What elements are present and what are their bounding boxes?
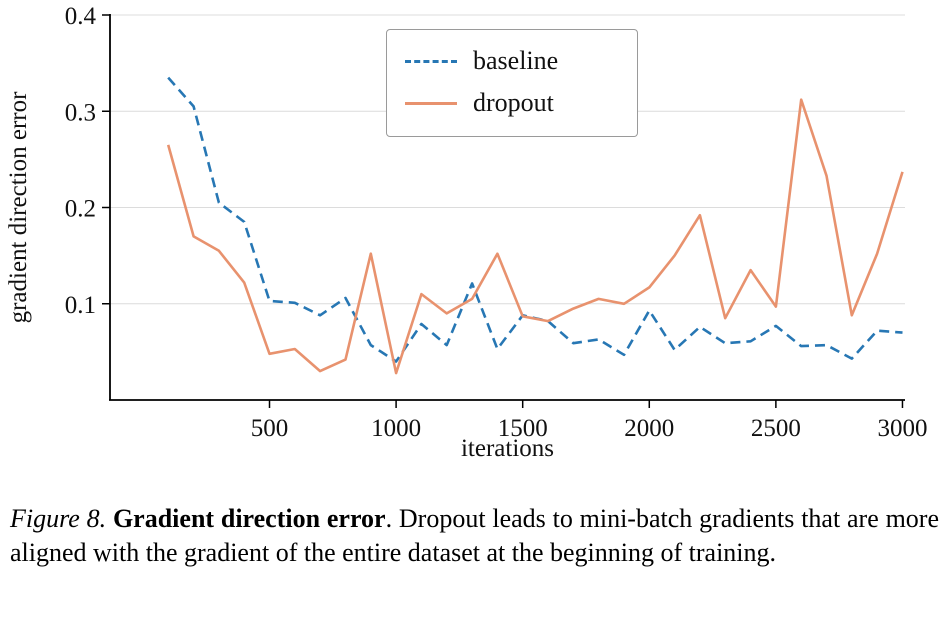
x-tick-label: 1000 bbox=[371, 415, 421, 442]
x-tick-label: 2500 bbox=[751, 415, 801, 442]
legend-item-baseline: baseline bbox=[405, 40, 623, 82]
x-tick-label: 2000 bbox=[624, 415, 674, 442]
x-axis-label: iterations bbox=[461, 435, 554, 462]
legend-label-baseline: baseline bbox=[473, 46, 559, 75]
figure-caption: Figure 8. Gradient direction error. Drop… bbox=[10, 502, 939, 571]
legend-item-dropout: dropout bbox=[405, 82, 623, 124]
figure-caption-label: Figure 8. bbox=[10, 504, 107, 533]
legend-swatch-dropout bbox=[405, 101, 457, 105]
chart-legend: baseline dropout bbox=[386, 29, 638, 137]
y-axis-label: gradient direction error bbox=[5, 91, 32, 324]
line-chart: 0.1 0.2 0.3 0.4 500 1000 1500 2000 2500 3000 itera… bbox=[5, 3, 927, 462]
chart-area: 0.1 0.2 0.3 0.4 500 1000 1500 2000 2500 3000 itera… bbox=[5, 3, 927, 462]
x-tick-label: 500 bbox=[251, 415, 289, 442]
series-line-dropout bbox=[166, 98, 904, 375]
x-tick-label: 1500 bbox=[498, 415, 548, 442]
figure-caption-text: . Dropout leads to mini-batch gradients … bbox=[10, 504, 939, 568]
y-tick-label: 0.4 bbox=[65, 3, 97, 30]
y-tick-label: 0.2 bbox=[65, 196, 96, 223]
y-tick-label: 0.1 bbox=[65, 292, 96, 319]
figure-caption-title: Gradient direction error bbox=[112, 504, 386, 533]
x-tick-label: 3000 bbox=[877, 415, 927, 442]
legend-label-dropout: dropout bbox=[473, 88, 554, 117]
legend-swatch-baseline bbox=[405, 59, 457, 63]
y-tick-label: 0.3 bbox=[65, 99, 96, 126]
